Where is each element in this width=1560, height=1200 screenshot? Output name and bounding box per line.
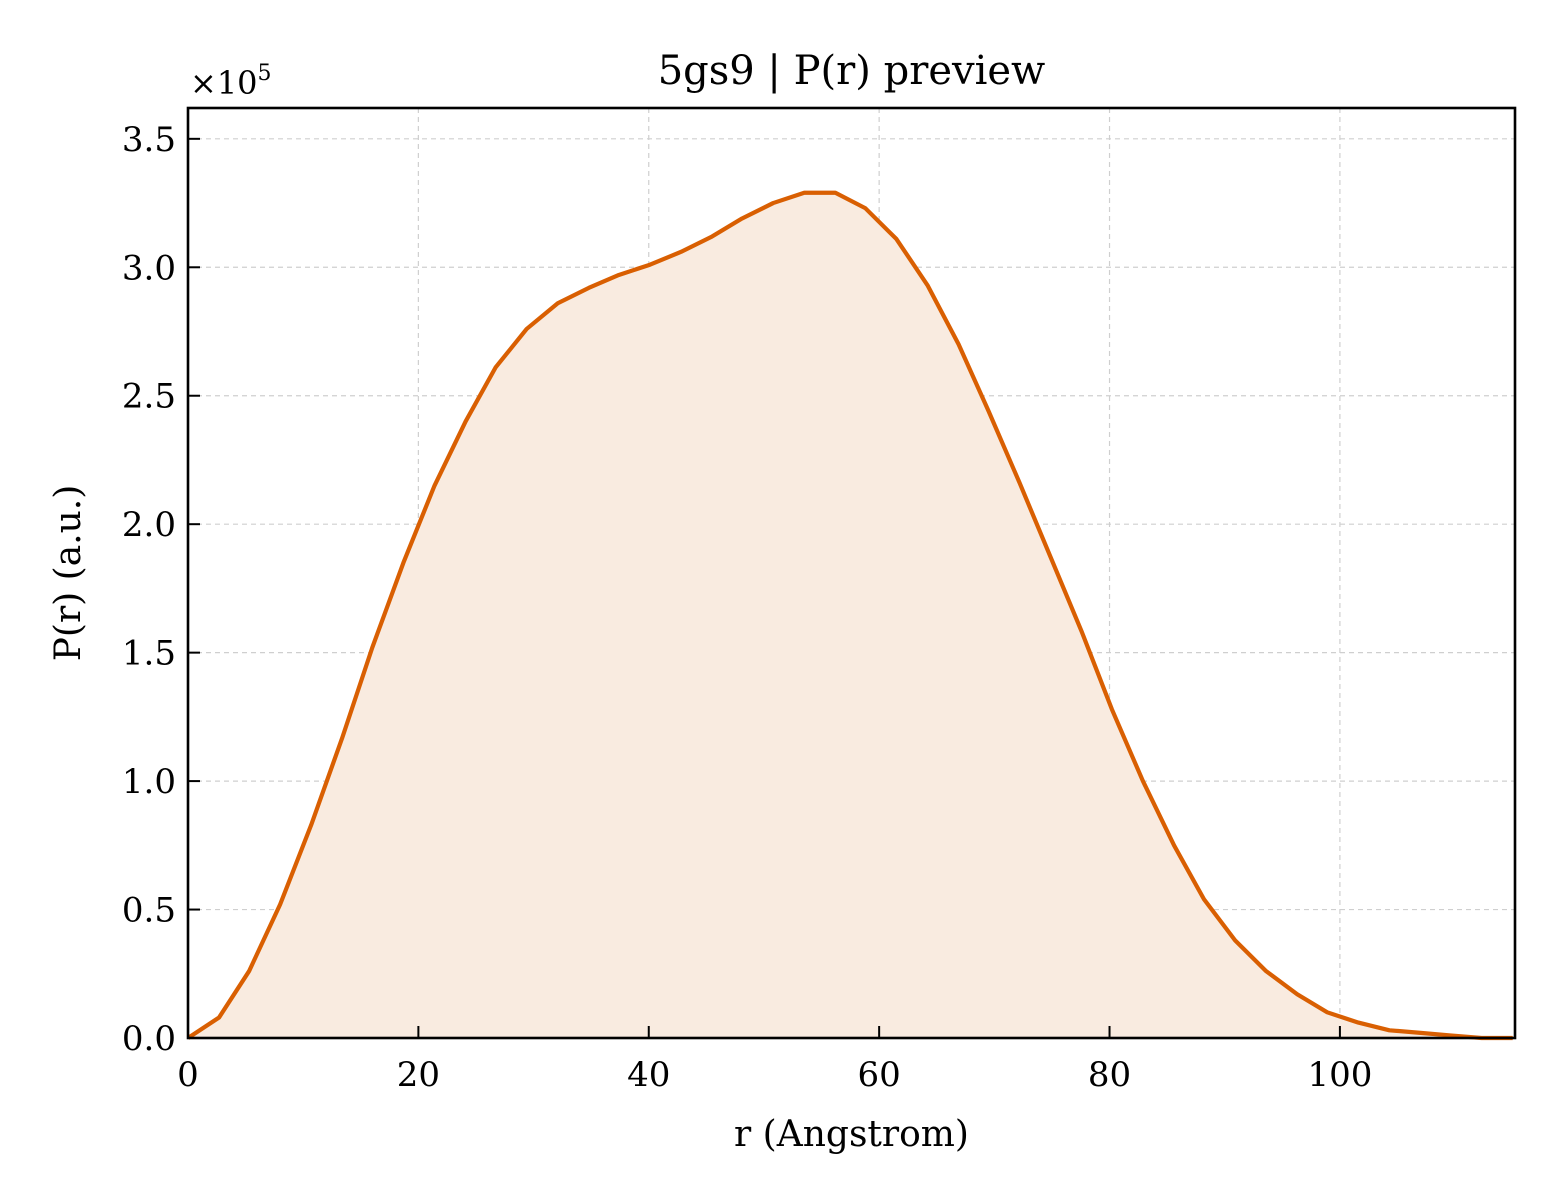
y-axis-multiplier: ×105 <box>190 61 272 102</box>
area-fill <box>188 192 1513 1038</box>
x-tick-label: 20 <box>397 1055 440 1095</box>
x-tick-label: 60 <box>858 1055 901 1095</box>
y-tick-label: 1.5 <box>122 634 176 674</box>
y-tick-label: 0.5 <box>122 891 176 931</box>
y-tick-label: 3.5 <box>122 120 176 160</box>
y-multiplier-exponent: 5 <box>258 61 272 86</box>
y-multiplier-base: ×10 <box>190 64 258 102</box>
y-tick-label: 1.0 <box>122 762 176 802</box>
chart-title: 5gs9 | P(r) preview <box>658 48 1046 94</box>
y-tick-label: 3.0 <box>122 248 176 288</box>
axes-frame <box>186 106 1517 1040</box>
x-tick-label: 80 <box>1088 1055 1131 1095</box>
y-tick-label: 0.0 <box>122 1019 176 1059</box>
x-tick-label: 40 <box>627 1055 670 1095</box>
y-tick-label: 2.5 <box>122 377 176 417</box>
ticks: 0 20 40 60 80 100 0.0 0.5 1.0 1.5 2.0 2.5 3.0 3.5 <box>122 120 1372 1095</box>
x-tick-label: 100 <box>1307 1055 1372 1095</box>
series-line <box>186 190 1513 1041</box>
x-tick-label: 0 <box>177 1055 199 1095</box>
y-axis-label: P(r) (a.u.) <box>48 485 89 662</box>
x-axis-label: r (Angstrom) <box>734 1114 969 1155</box>
y-tick-label: 2.0 <box>122 505 176 545</box>
